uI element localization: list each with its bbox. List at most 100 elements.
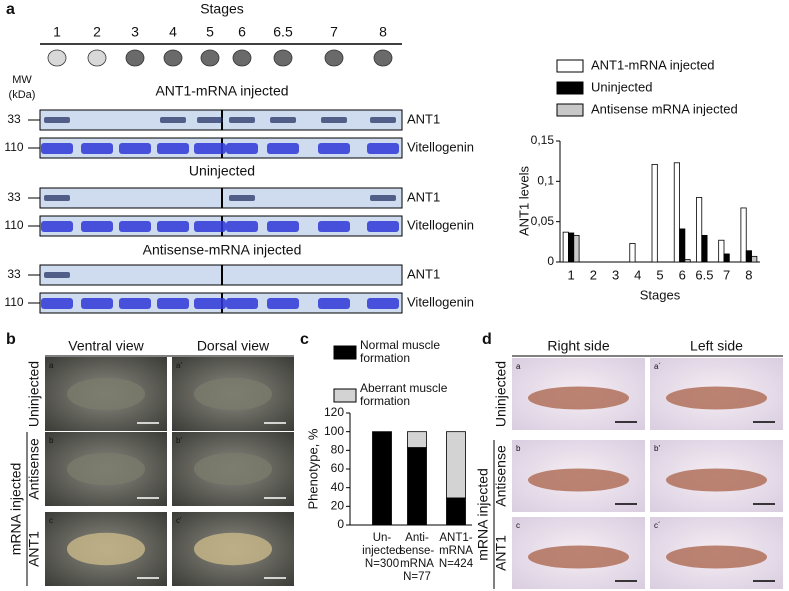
blot-band [160,117,186,123]
embryo-image [87,49,107,67]
embryo-image [125,49,145,67]
legend-label: Normal muscle formation [360,339,441,365]
bar [673,162,680,263]
blot-band [267,298,299,309]
photo-tag: c' [176,516,182,525]
blot-title: Uninjected [189,163,255,179]
panel-letter: b [6,331,16,348]
bar [745,250,752,263]
blot-band [270,117,296,123]
blot-band [197,117,223,123]
legend-label-box: Aberrant muscle formation [360,382,447,408]
blot-band [81,298,113,309]
photo-tag: c´ [654,521,661,530]
bar-segment [446,497,466,526]
stage-label: 7 [330,24,338,40]
embryo-photo [193,532,273,566]
row-label: Uninjected [493,361,509,427]
legend-label: ANT1-mRNA injected [591,57,715,72]
photo-tag: b [49,436,54,445]
x-tick-label: 7 [723,267,730,282]
x-tick-label: ANT1- [439,532,472,544]
legend-swatch [333,388,357,403]
x-tick-label: injected [362,545,402,557]
embryo-image [324,49,344,67]
x-tick-label: 5 [656,267,663,282]
stage-label: 4 [169,24,177,40]
photo-tag: b' [176,436,182,445]
row-label: Vitellogenin [407,294,474,309]
group-label: mRNA injected [475,468,491,561]
embryo-image [47,49,67,67]
mw-value: 33 [7,112,21,126]
blot-band [370,195,396,201]
blot-band [321,117,347,123]
legend-label: Antisense mRNA injected [591,101,738,116]
bar [568,232,575,263]
bar [723,253,730,263]
embryo-image [232,49,252,67]
row-label: ANT1 [407,111,440,126]
blot-band [318,143,350,154]
photo-tag: a [49,361,54,370]
blot-band [367,143,399,154]
embryo-image [373,49,393,67]
blot-band [44,117,70,123]
group-label: mRNA injected [8,463,24,556]
stages-title: Stages [200,1,244,17]
mw-label: (kDa) [9,89,36,101]
x-tick-label: 6 [679,267,686,282]
x-tick-label: N=300 [365,558,399,570]
blot-band [119,143,151,154]
bar [718,239,725,263]
embryo-photo [66,532,146,566]
embryo-photo [66,377,146,411]
panel-letter: d [482,331,492,348]
x-tick-label: N=77 [403,571,431,583]
blot-band [41,143,73,154]
stage-label: 5 [206,24,214,40]
photo-tag: a [516,362,521,371]
row-label: Antisense [26,438,42,500]
blot-band [81,221,113,232]
y-axis-label: Phenotype, % [305,428,320,509]
y-tick-label: 60 [331,461,345,475]
y-tick-label: 20 [331,499,345,513]
embryo-photo [527,545,630,569]
mw-value: 110 [4,295,23,309]
blot-band [226,221,258,232]
y-tick-label: 100 [324,424,344,438]
bar [684,259,691,263]
row-label: Vitellogenin [407,217,474,232]
photo-tag: c [49,516,53,525]
blot-band [44,272,70,278]
y-tick-label: 0,1 [537,174,554,188]
blot-band [81,143,113,154]
row-label: Vitellogenin [407,139,474,154]
blot-band [119,298,151,309]
stage-label: 6 [238,24,246,40]
panel-letter: c [300,331,309,348]
x-tick-label: 1 [567,267,574,282]
embryo-image [200,49,220,67]
bar-segment [372,431,392,526]
blot-band [229,195,255,201]
x-tick-label: mRNA [439,545,473,557]
embryo-photo [665,386,768,410]
legend-label-box: Normal muscle formation [360,339,441,365]
y-tick-label: 0,15 [531,133,555,147]
blot-band [226,143,258,154]
blot-band [267,143,299,154]
bar [562,231,569,263]
y-tick-label: 80 [331,443,345,457]
blot-band [318,221,350,232]
legend-swatch [333,345,357,360]
stage-label: 8 [379,24,387,40]
embryo-photo [527,386,630,410]
bar [573,234,580,263]
legend-swatch [556,103,584,117]
x-tick-label: 4 [634,267,641,282]
y-tick-label: 0 [337,517,344,531]
